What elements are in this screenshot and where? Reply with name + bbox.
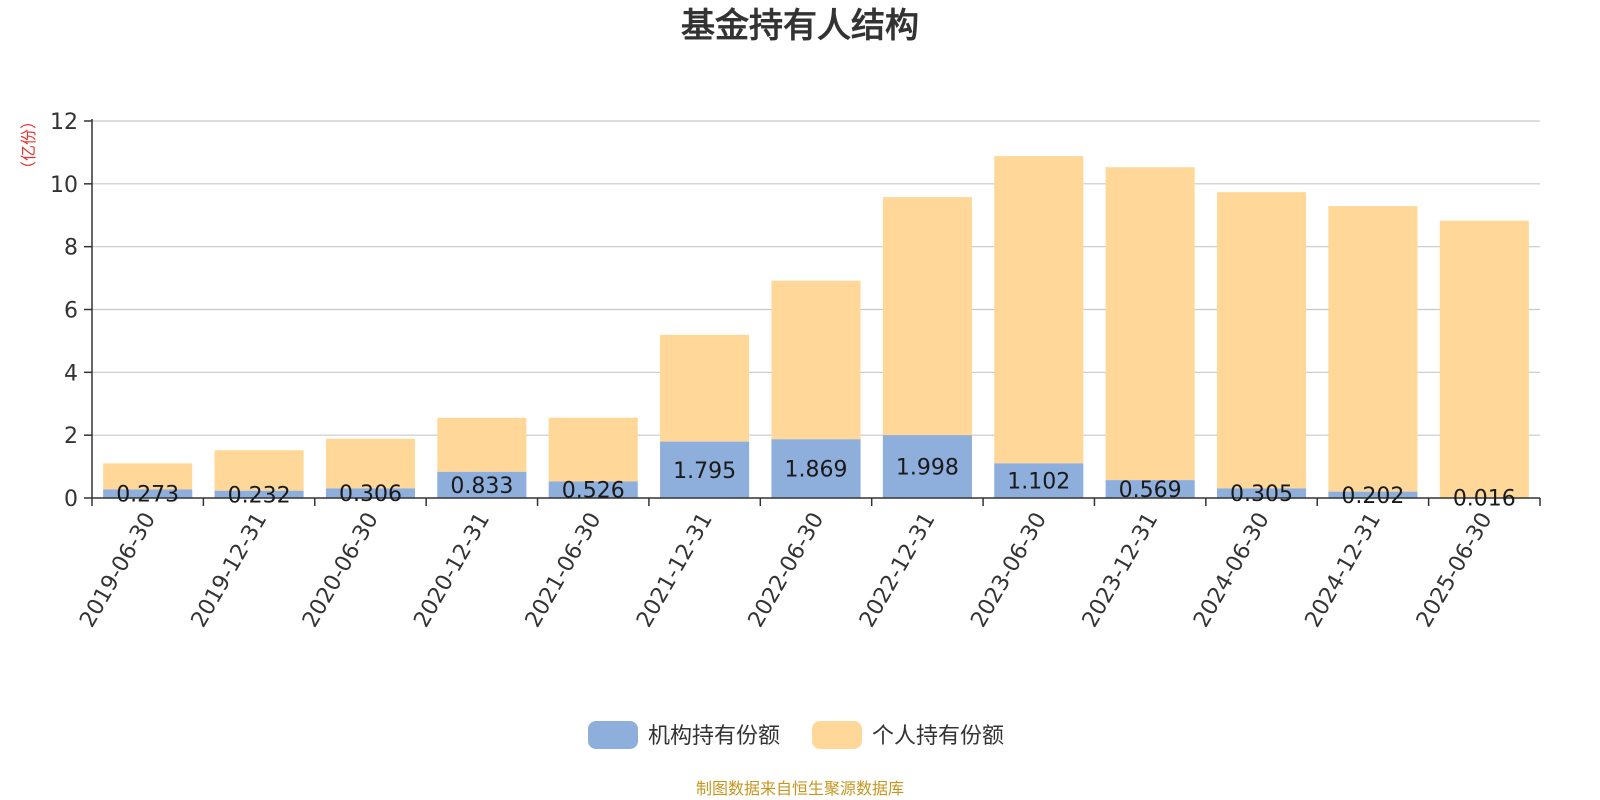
x-tick-label: 2022-06-30 bbox=[744, 509, 830, 632]
bar-institutional bbox=[103, 489, 193, 498]
bar-value-label: 0.232 bbox=[228, 483, 291, 508]
legend-label: 机构持有份额 bbox=[648, 724, 780, 749]
x-tick-label: 2024-06-30 bbox=[1189, 509, 1275, 632]
bar-individual bbox=[548, 417, 638, 482]
bar-institutional bbox=[437, 471, 527, 498]
x-tick-label: 2023-06-30 bbox=[966, 509, 1052, 632]
y-tick-label: 6 bbox=[64, 299, 78, 324]
legend-swatch bbox=[812, 721, 862, 749]
x-tick-label: 2025-06-30 bbox=[1412, 509, 1498, 632]
bar-value-label: 0.273 bbox=[116, 483, 179, 508]
bar-institutional bbox=[1105, 480, 1195, 498]
y-tick-label: 8 bbox=[64, 236, 78, 261]
y-tick-label: 10 bbox=[50, 173, 78, 198]
bar-value-label: 0.016 bbox=[1453, 487, 1516, 512]
bar-institutional bbox=[325, 488, 416, 498]
bar-value-label: 0.306 bbox=[339, 482, 402, 507]
legend-swatch bbox=[588, 721, 638, 749]
bar-value-label: 0.569 bbox=[1119, 478, 1182, 503]
x-tick-label: 2020-06-30 bbox=[298, 509, 384, 632]
legend: 机构持有份额 个人持有份额 bbox=[588, 721, 1004, 749]
bar-institutional bbox=[994, 463, 1084, 498]
y-tick-label: 2 bbox=[64, 424, 78, 449]
bar-individual bbox=[994, 156, 1084, 464]
x-tick-label: 2024-12-31 bbox=[1301, 509, 1387, 632]
x-tick-label: 2019-06-30 bbox=[75, 509, 161, 632]
chart-title: 基金持有人结构 bbox=[681, 6, 919, 46]
bar-value-label: 0.202 bbox=[1341, 484, 1404, 509]
bar-institutional bbox=[771, 439, 861, 498]
y-axis-unit-label: （亿份） bbox=[19, 113, 38, 177]
y-tick-label: 4 bbox=[64, 361, 78, 386]
bar-institutional bbox=[660, 441, 750, 498]
bar-value-label: 0.526 bbox=[562, 479, 625, 504]
bar-individual bbox=[660, 334, 750, 442]
y-tick-label: 0 bbox=[64, 487, 78, 512]
bar-institutional bbox=[1328, 491, 1418, 498]
bars bbox=[103, 156, 1529, 498]
data-labels: 0.273 0.232 0.306 0.833 0.526 1.795 1.869 1.998… bbox=[116, 456, 1516, 512]
source-note: 制图数据来自恒生聚源数据库 bbox=[696, 779, 904, 798]
bar-individual bbox=[1328, 206, 1418, 492]
bar-individual bbox=[325, 438, 416, 489]
legend-label: 个人持有份额 bbox=[872, 724, 1004, 749]
x-tick-label: 2021-06-30 bbox=[521, 509, 607, 632]
bar-value-label: 1.795 bbox=[673, 459, 736, 484]
x-tick-label: 2023-12-31 bbox=[1078, 509, 1164, 632]
bar-individual bbox=[882, 197, 972, 436]
bar-value-label: 1.869 bbox=[785, 458, 848, 483]
bar-individual bbox=[103, 463, 193, 490]
bar-individual bbox=[1105, 167, 1195, 481]
bar-value-label: 0.305 bbox=[1230, 482, 1293, 507]
bar-institutional bbox=[214, 490, 304, 498]
bar-individual bbox=[1216, 192, 1307, 489]
bar-institutional bbox=[1216, 488, 1307, 498]
bar-value-label: 1.102 bbox=[1007, 470, 1070, 495]
x-tick-label: 2021-12-31 bbox=[632, 509, 718, 632]
bar-individual bbox=[214, 450, 304, 491]
bar-individual bbox=[437, 417, 527, 472]
bar-value-label: 1.998 bbox=[896, 456, 959, 481]
x-tick-label: 2022-12-31 bbox=[855, 509, 941, 632]
bar-individual bbox=[771, 280, 861, 440]
bar-individual bbox=[1439, 220, 1529, 498]
bar-value-label: 0.833 bbox=[450, 474, 513, 499]
y-tick-label: 12 bbox=[50, 110, 78, 135]
x-tick-label: 2019-12-31 bbox=[187, 509, 273, 632]
bar-institutional bbox=[882, 435, 972, 498]
bar-institutional bbox=[548, 481, 638, 498]
x-tick-label: 2020-12-31 bbox=[409, 509, 495, 632]
